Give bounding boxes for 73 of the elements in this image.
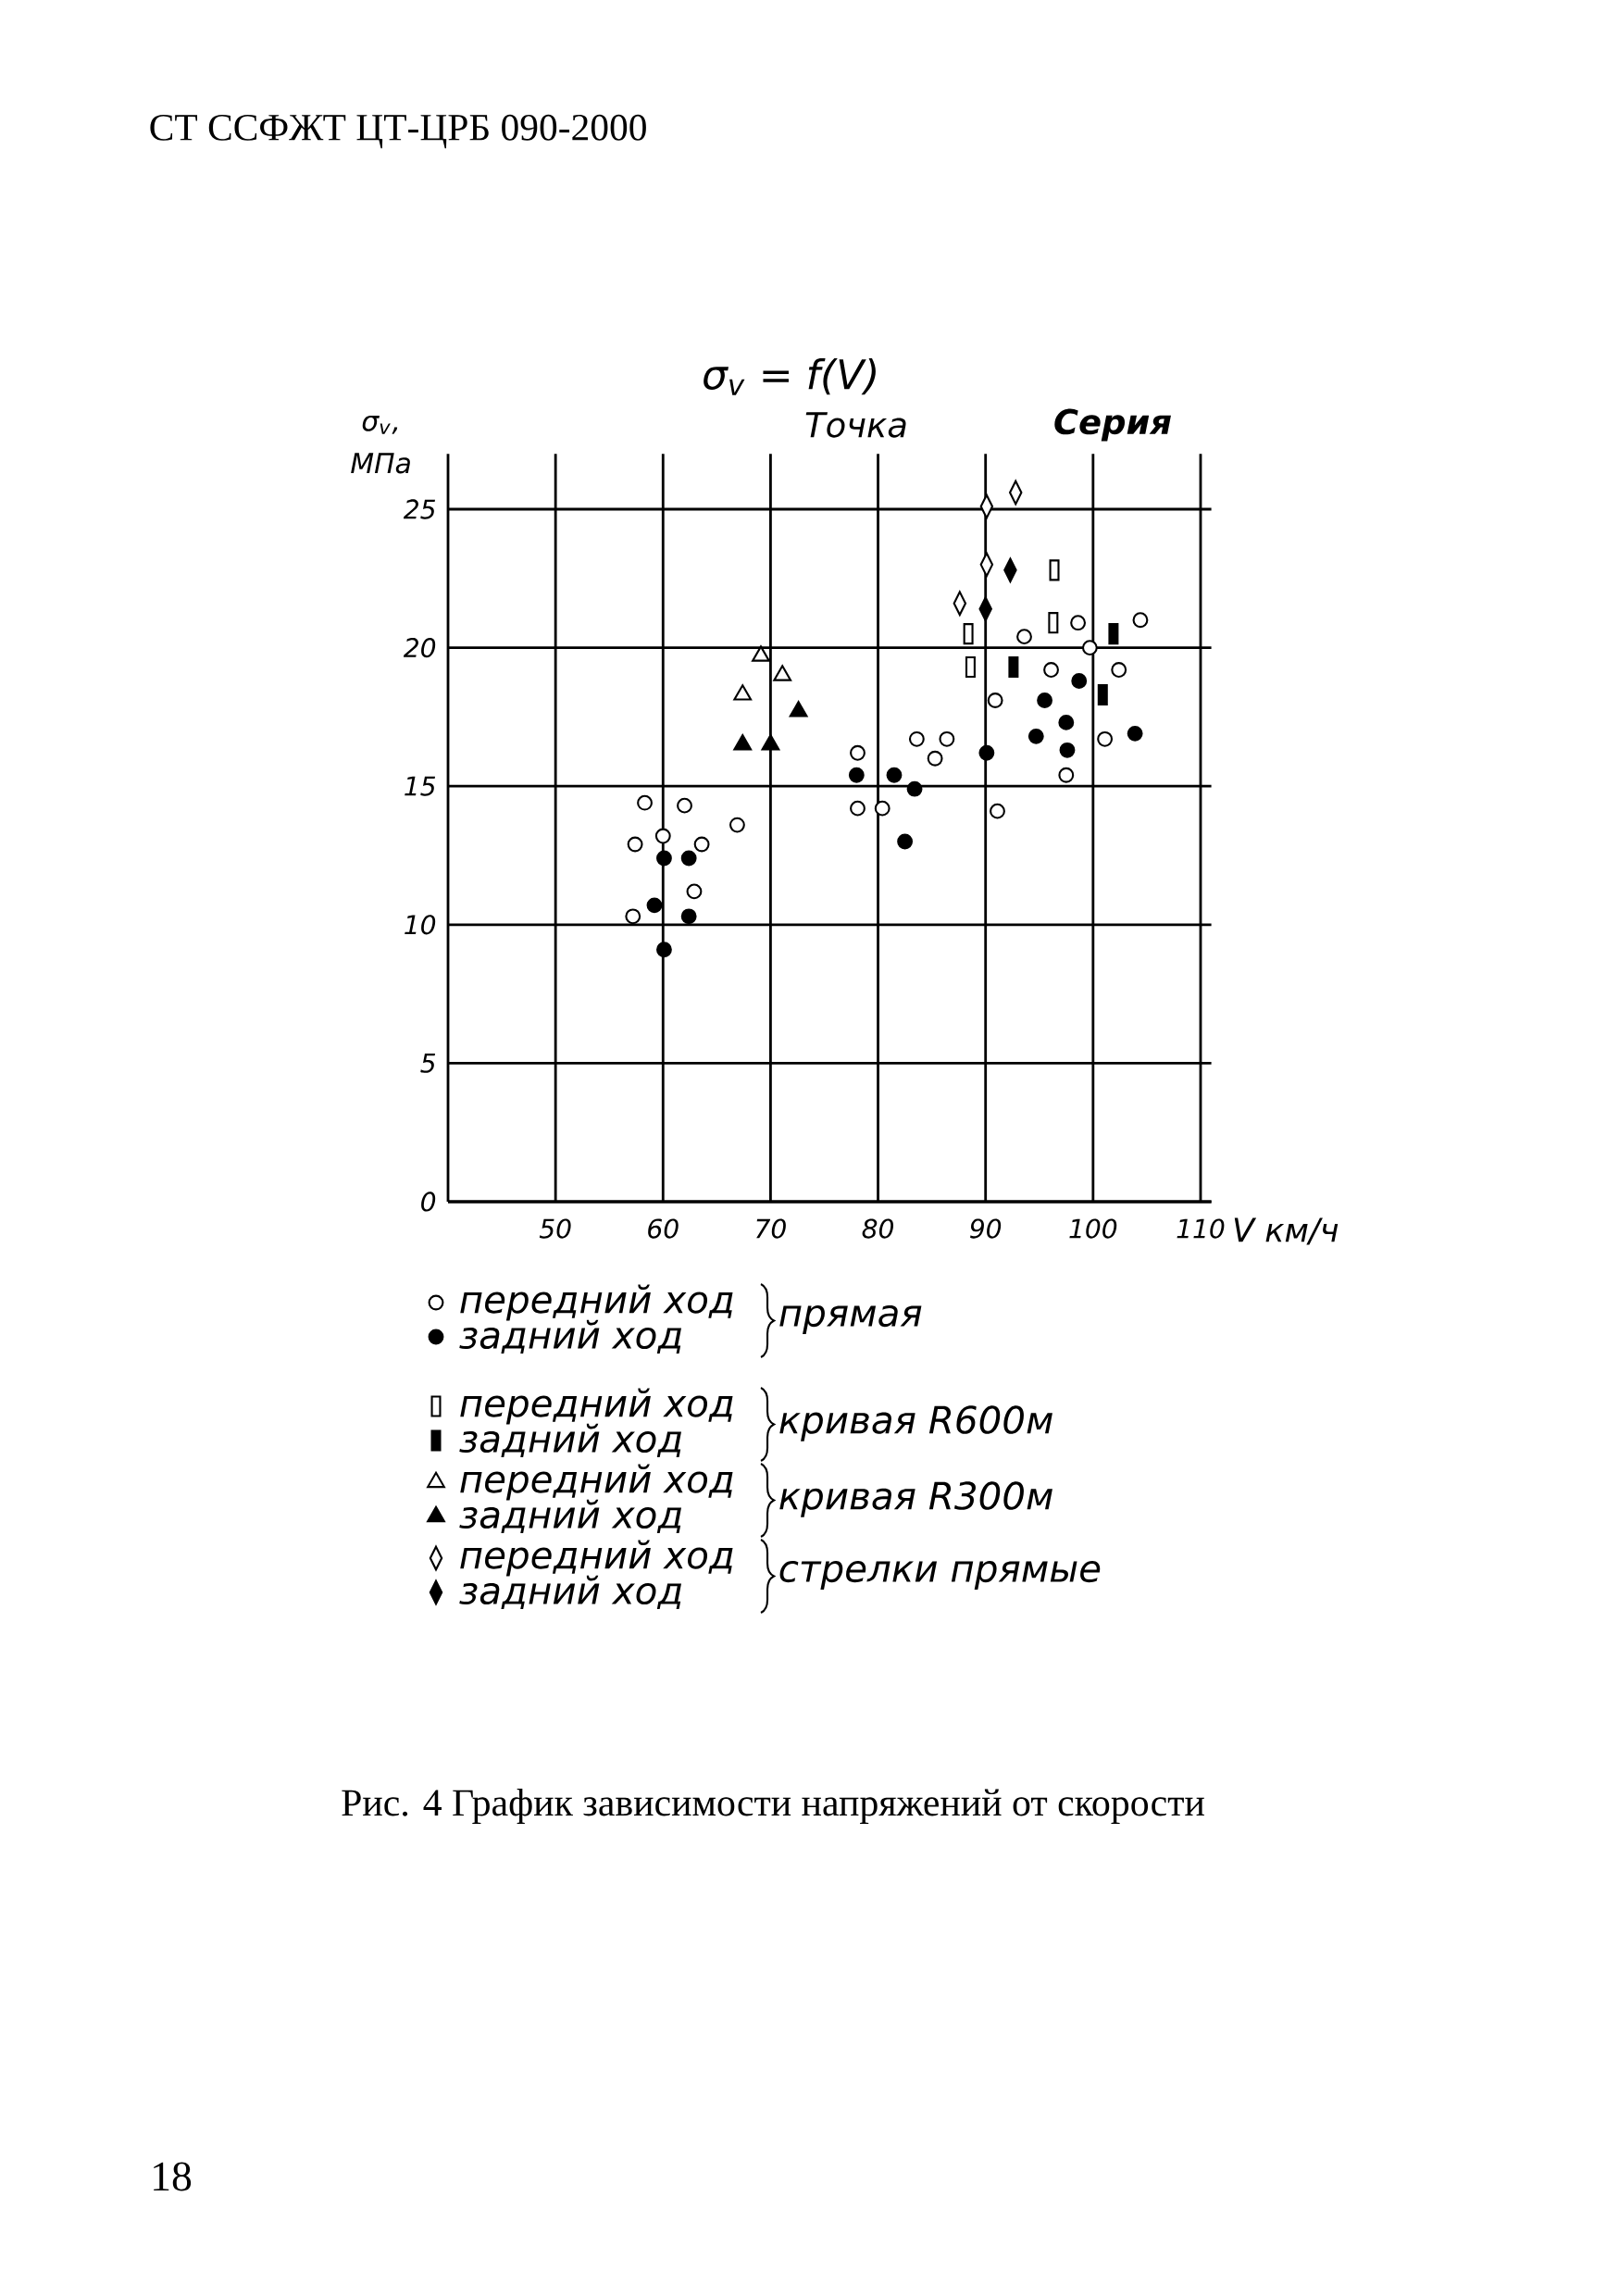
point <box>1132 612 1149 629</box>
point <box>1127 725 1143 742</box>
point <box>908 730 925 747</box>
text: кривая R300м <box>779 1481 1052 1517</box>
point <box>1081 640 1098 656</box>
point <box>886 767 903 783</box>
x-tick-label: 70 <box>756 1218 786 1239</box>
point <box>1058 714 1075 730</box>
point <box>1058 767 1075 783</box>
point <box>656 942 672 958</box>
point <box>637 794 653 811</box>
point <box>850 800 866 817</box>
point <box>693 836 710 853</box>
legend-label: передний ход <box>460 1388 733 1425</box>
point <box>1027 728 1044 744</box>
point <box>1059 742 1076 758</box>
y-tick-label: 0 <box>421 1192 436 1212</box>
y-tick-label: 20 <box>403 637 436 658</box>
y-axis-title: σ$_{v}$, МПа <box>351 415 410 474</box>
point <box>906 780 923 797</box>
point <box>1043 662 1059 678</box>
point <box>627 836 643 853</box>
point <box>850 744 866 761</box>
point <box>1111 662 1127 678</box>
point <box>656 850 672 867</box>
point <box>680 908 697 925</box>
point <box>625 908 641 925</box>
point <box>897 833 914 850</box>
y-tick-label: 25 <box>403 499 436 519</box>
y-tick-label: 15 <box>405 776 436 796</box>
y-tick-label: 5 <box>420 1053 436 1073</box>
point <box>1070 615 1087 631</box>
point <box>939 730 955 747</box>
x-axis-title: V км/ч <box>1234 1217 1339 1245</box>
text: Точка <box>805 412 906 438</box>
legend-label: передний ход <box>460 1464 733 1501</box>
text: Рис. 4 График зависимости напряжений от скорости <box>342 1789 1204 1824</box>
point <box>1071 673 1088 689</box>
chart-title: σ$_{v}$ = f(V) <box>704 357 876 395</box>
x-tick-label: 50 <box>539 1218 571 1239</box>
legend-label: задний ход <box>459 1319 681 1354</box>
point <box>874 800 890 817</box>
text: прямая <box>779 1304 922 1334</box>
point <box>654 828 671 844</box>
x-tick-label: 60 <box>648 1218 679 1239</box>
point <box>987 693 1003 708</box>
text: СТ ССФЖТ ЦТ-ЦРБ 090-2000 <box>150 114 646 149</box>
legend-label: задний ход <box>459 1423 681 1458</box>
legend-label: передний ход <box>460 1284 733 1321</box>
text: 18 <box>154 2162 192 2191</box>
legend-label: передний ход <box>460 1540 733 1577</box>
legend-label: задний ход <box>459 1499 681 1534</box>
x-tick-label: 90 <box>970 1218 1002 1239</box>
point <box>927 750 943 767</box>
point <box>677 797 692 814</box>
point <box>990 803 1005 819</box>
text: Серия <box>1054 408 1171 442</box>
point <box>686 883 703 900</box>
point <box>680 850 697 867</box>
text: стрелки прямые <box>779 1560 1101 1590</box>
y-tick-label: 10 <box>405 915 436 935</box>
x-tick-label: 110 <box>1177 1218 1225 1239</box>
legend-label: задний ход <box>459 1575 681 1610</box>
text: кривая R600м <box>779 1405 1052 1441</box>
point <box>729 817 745 833</box>
point <box>1016 629 1032 645</box>
x-tick-label: 100 <box>1069 1218 1117 1239</box>
point <box>978 744 995 761</box>
point <box>1037 693 1053 708</box>
x-tick-label: 80 <box>862 1218 894 1239</box>
point <box>1097 730 1114 747</box>
point <box>848 767 865 783</box>
point <box>646 897 663 914</box>
